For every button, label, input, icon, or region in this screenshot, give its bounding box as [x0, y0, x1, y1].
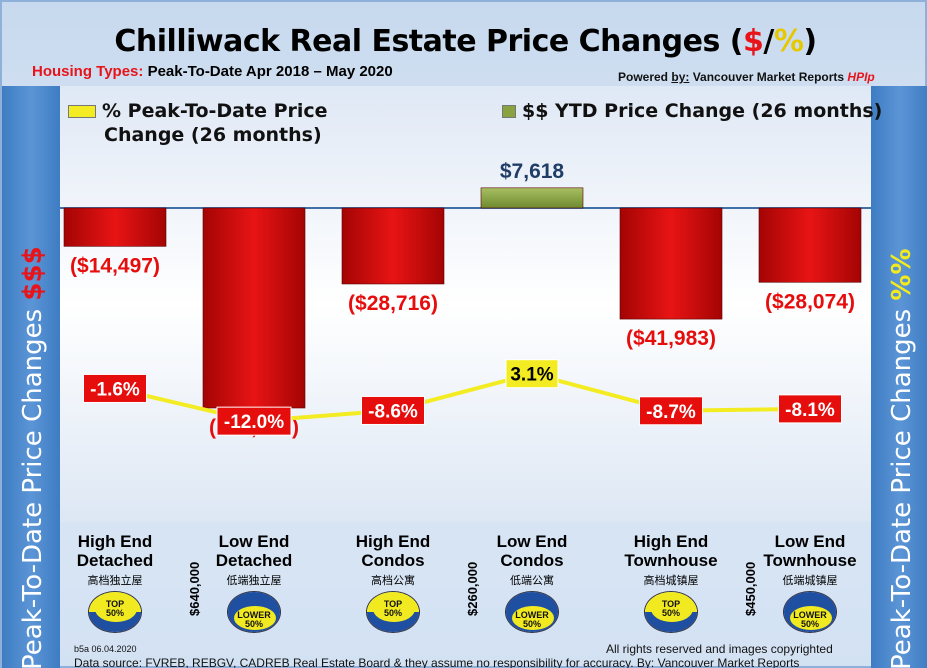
percent-box-5 [639, 396, 703, 426]
bar-label-3: ($28,716) [348, 292, 438, 315]
price-threshold-3: $450,000 [742, 561, 758, 616]
badge-top-1: TOP 50% [88, 591, 142, 633]
price-threshold-1: $640,000 [186, 561, 202, 616]
bar-2 [202, 207, 306, 409]
badge-lower-2: LOWER 50% [227, 591, 281, 633]
bar-label-4: $7,618 [500, 160, 565, 183]
percent-label-3: -8.6% [368, 401, 418, 422]
bar-label-5: ($41,983) [626, 327, 716, 350]
right-side-panel: Peak-To-Date Price Changes %% [871, 86, 927, 668]
category-line2: Detached [76, 551, 154, 570]
powered-by: Powered by: Vancouver Market Reports HPI… [618, 70, 875, 84]
category-line1: High End [355, 532, 431, 551]
category-zh: 低端独立屋 [226, 575, 282, 587]
category-line1: High End [77, 532, 153, 551]
category-label-3: High End Condos 高档公寓 [333, 532, 453, 591]
left-side-panel: Peak-To-Date Price Changes $$$ [2, 86, 60, 668]
category-line1: Low End [496, 532, 568, 551]
plot-area [60, 86, 871, 522]
badge-lower-4: LOWER 50% [505, 591, 559, 633]
badge-top-3: TOP 50% [366, 591, 420, 633]
badge-top-5: TOP 50% [644, 591, 698, 633]
subtitle-text: Peak-To-Date Apr 2018 – May 2020 [143, 63, 393, 80]
bar-1 [63, 207, 167, 247]
bar-label-6: ($28,074) [765, 290, 855, 313]
category-line2: Townhouse [624, 551, 718, 570]
category-zh: 低端公寓 [510, 575, 554, 587]
chart-subtitle: Housing Types: Peak-To-Date Apr 2018 – M… [32, 63, 393, 80]
percent-box-2 [216, 406, 292, 436]
chart-title: Chilliwack Real Estate Price Changes ($/… [114, 24, 817, 59]
percent-label-6: -8.1% [785, 400, 835, 421]
category-line2: Detached [215, 551, 293, 570]
category-label-5: High End Townhouse 高档城镇屋 [611, 532, 731, 591]
percent-label-4: 3.1% [510, 365, 553, 386]
percent-box-3 [361, 395, 425, 425]
percent-box-6 [778, 394, 842, 424]
category-zh: 高档独立屋 [87, 575, 143, 587]
badge-lower-6: LOWER 50% [783, 591, 837, 633]
category-label-2: Low End Detached 低端独立屋 [194, 532, 314, 591]
percent-box-1 [83, 373, 147, 403]
legend-dollar-swatch [502, 105, 516, 118]
legend-percent-swatch [68, 105, 96, 118]
bar-label-1: ($14,497) [70, 254, 160, 277]
category-line1: High End [633, 532, 709, 551]
percent-label-2: -12.0% [224, 412, 284, 433]
legend-dollar: $$ YTD Price Change (26 months) [502, 100, 882, 122]
bar-3 [341, 207, 445, 285]
category-line1: Low End [774, 532, 846, 551]
legend-percent-line2: Change (26 months) [104, 124, 322, 146]
footer-code: b5a 06.04.2020 [74, 644, 137, 654]
legend-dollar-label: $$ YTD Price Change (26 months) [522, 100, 883, 122]
legend-percent: % Peak-To-Date Price Change (26 months) [68, 100, 328, 146]
bar-6 [758, 207, 862, 283]
price-threshold-2: $260,000 [464, 561, 480, 616]
percent-label-5: -8.7% [646, 402, 696, 423]
footer-rights: All rights reserved and images copyright… [606, 642, 833, 656]
subtitle-label: Housing Types: [32, 63, 144, 80]
category-label-6: Low End Townhouse 低端城镇屋 [750, 532, 870, 591]
category-line1: Low End [218, 532, 290, 551]
category-line2: Townhouse [763, 551, 857, 570]
footer-datasource: Data source: FVREB, REBGV, CADREB Real E… [74, 656, 800, 668]
category-zh: 高档公寓 [371, 575, 415, 587]
bar-5 [619, 207, 723, 320]
category-zh: 高档城镇屋 [643, 575, 699, 587]
percent-box-4 [505, 359, 559, 389]
category-label-4: Low End Condos 低端公寓 [472, 532, 592, 591]
category-label-1: High End Detached 高档独立屋 [55, 532, 175, 591]
category-line2: Condos [361, 551, 425, 570]
category-line2: Condos [500, 551, 564, 570]
category-zh: 低端城镇屋 [782, 575, 838, 587]
percent-label-1: -1.6% [90, 379, 140, 400]
bar-4 [480, 187, 584, 209]
legend-percent-line1: % Peak-To-Date Price [102, 100, 328, 122]
